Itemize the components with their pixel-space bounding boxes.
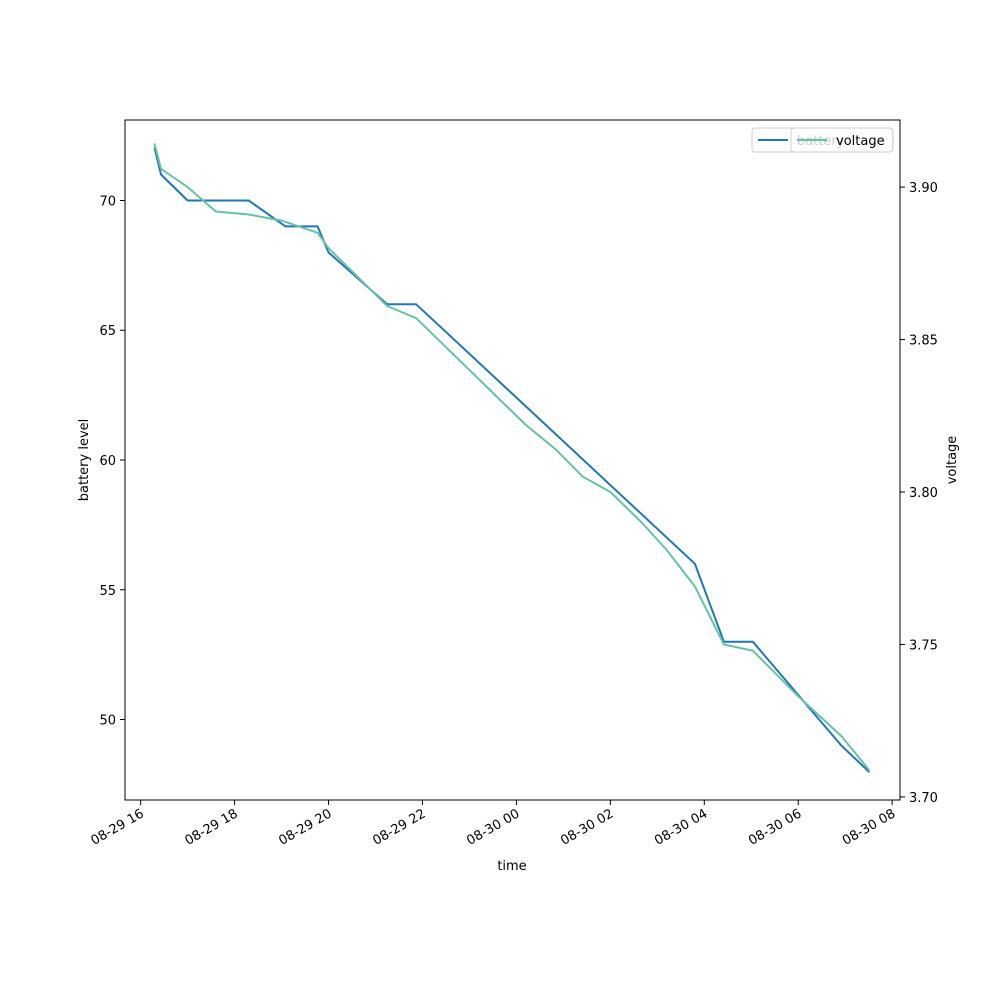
x-axis-title: time — [497, 859, 526, 874]
series-line-voltage — [153, 143, 871, 771]
y-left-tick-label: 60 — [99, 454, 116, 469]
legend-voltage-box — [790, 127, 894, 153]
y-right-tick-label: 3.90 — [909, 181, 938, 196]
y-axis-left: 50 55 60 65 70 — [99, 194, 125, 729]
y-axis-left-title: battery level — [77, 419, 92, 502]
y-left-tick-label: 50 — [99, 714, 116, 729]
y-right-tick-label: 3.75 — [909, 638, 938, 653]
y-left-tick-label: 70 — [99, 194, 116, 209]
y-left-tick-label: 65 — [99, 324, 116, 339]
legend-voltage-label: voltage — [836, 134, 885, 149]
y-axis-right-title: voltage — [945, 436, 960, 485]
y-right-tick-label: 3.80 — [909, 486, 938, 501]
y-right-tick-label: 3.85 — [909, 334, 938, 349]
series-layer — [153, 143, 871, 773]
y-axis-right: 3.70 3.75 3.80 3.85 3.90 — [900, 181, 938, 806]
legend-voltage: voltage — [790, 127, 894, 153]
y-right-tick-label: 3.70 — [909, 791, 938, 806]
y-left-tick-label: 55 — [99, 584, 116, 599]
